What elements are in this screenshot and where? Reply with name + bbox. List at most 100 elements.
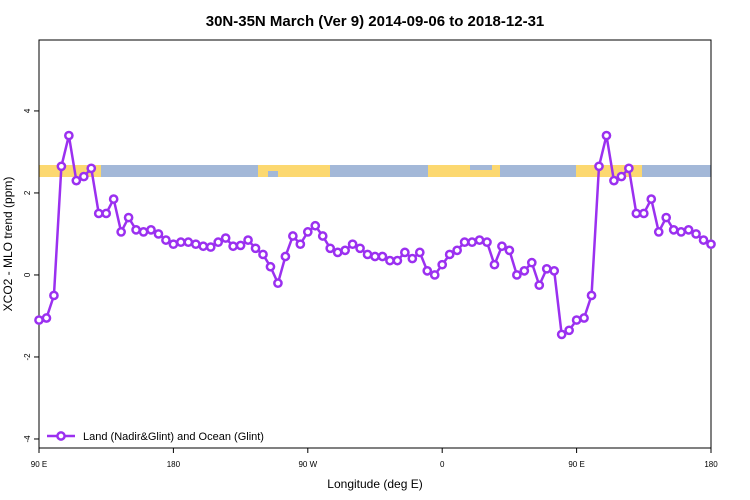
chart-title: 30N-35N March (Ver 9) 2014-09-06 to 2018… xyxy=(206,13,545,30)
x-tick-label: 90 W xyxy=(298,460,317,469)
data-point xyxy=(444,249,455,260)
data-point xyxy=(332,247,343,258)
data-point xyxy=(362,249,373,260)
data-point xyxy=(437,259,448,270)
data-point xyxy=(646,194,657,204)
data-point xyxy=(108,194,119,204)
data-point xyxy=(624,163,634,174)
data-point xyxy=(295,239,306,250)
data-point xyxy=(609,175,619,186)
data-point xyxy=(653,227,664,237)
data-point xyxy=(273,278,283,289)
data-point xyxy=(474,235,485,245)
data-point xyxy=(153,229,164,239)
data-point xyxy=(422,266,433,276)
data-point xyxy=(414,247,425,258)
data-point xyxy=(534,280,545,291)
data-point xyxy=(71,175,82,186)
data-point xyxy=(213,237,224,248)
y-tick-label: 2 xyxy=(23,190,32,195)
data-point xyxy=(183,237,194,248)
data-point xyxy=(228,241,238,252)
data-point xyxy=(340,245,350,256)
data-point xyxy=(556,329,567,340)
data-point xyxy=(176,237,186,248)
data-point xyxy=(706,239,716,250)
data-point xyxy=(78,171,89,182)
data-point xyxy=(571,315,582,325)
data-point xyxy=(265,261,276,272)
data-point xyxy=(138,227,149,237)
data-point xyxy=(280,251,291,262)
data-point xyxy=(49,290,59,301)
x-tick-label: 180 xyxy=(704,460,718,469)
data-point xyxy=(594,161,604,172)
data-point xyxy=(310,220,321,231)
data-point xyxy=(86,163,97,174)
data-point xyxy=(691,229,701,239)
y-tick-label: 4 xyxy=(23,108,32,113)
data-point xyxy=(541,263,552,274)
data-point xyxy=(698,235,709,245)
data-point xyxy=(482,237,492,248)
data-point xyxy=(355,243,365,254)
data-point xyxy=(235,240,246,251)
data-point xyxy=(564,325,574,336)
legend-marker xyxy=(56,431,66,441)
x-axis-label: Longitude (deg E) xyxy=(327,477,422,491)
data-point xyxy=(601,130,612,141)
data-point xyxy=(93,208,104,219)
data-point xyxy=(586,290,597,301)
data-point xyxy=(198,241,209,252)
data-point xyxy=(526,257,537,268)
data-point xyxy=(429,270,440,280)
data-point xyxy=(250,243,261,254)
data-point xyxy=(123,212,134,223)
data-point xyxy=(489,259,500,270)
data-point xyxy=(459,237,470,248)
data-point xyxy=(683,225,694,235)
data-point xyxy=(146,225,156,235)
data-point xyxy=(616,171,627,182)
data-point xyxy=(168,239,179,250)
data-point xyxy=(661,212,672,223)
data-point xyxy=(631,208,642,219)
data-point xyxy=(512,270,522,280)
x-tick-label: 0 xyxy=(440,460,445,469)
data-point xyxy=(190,239,201,250)
data-point xyxy=(131,225,141,235)
data-point xyxy=(452,245,462,256)
data-point xyxy=(385,255,395,266)
x-tick-label: 90 E xyxy=(568,460,584,469)
y-axis-label: XCO2 - MLO trend (ppm) xyxy=(1,177,15,312)
data-point xyxy=(638,208,649,219)
data-point xyxy=(519,266,530,276)
land-ocean-strip xyxy=(39,165,711,177)
legend-label: Land (Nadir&Glint) and Ocean (Glint) xyxy=(83,431,264,443)
data-point xyxy=(258,249,268,260)
y-tick-label: 0 xyxy=(23,272,32,277)
y-tick-label: -4 xyxy=(23,435,32,443)
data-point xyxy=(34,315,44,325)
plot-frame xyxy=(38,39,712,449)
data-point xyxy=(205,242,216,252)
x-tick-label: 180 xyxy=(167,460,181,469)
data-point xyxy=(41,313,52,323)
data-point xyxy=(370,251,380,262)
data-point xyxy=(64,130,74,141)
data-point xyxy=(504,245,515,256)
data-point xyxy=(579,313,589,323)
data-point xyxy=(325,243,336,254)
y-tick-label: -2 xyxy=(23,353,32,361)
data-point xyxy=(549,266,560,276)
data-point xyxy=(288,231,298,241)
data-point xyxy=(407,253,418,264)
data-point xyxy=(467,237,477,248)
data-point xyxy=(392,255,403,266)
data-point xyxy=(676,227,686,237)
data-point xyxy=(400,247,410,258)
data-point xyxy=(116,227,126,237)
data-point xyxy=(101,208,112,219)
